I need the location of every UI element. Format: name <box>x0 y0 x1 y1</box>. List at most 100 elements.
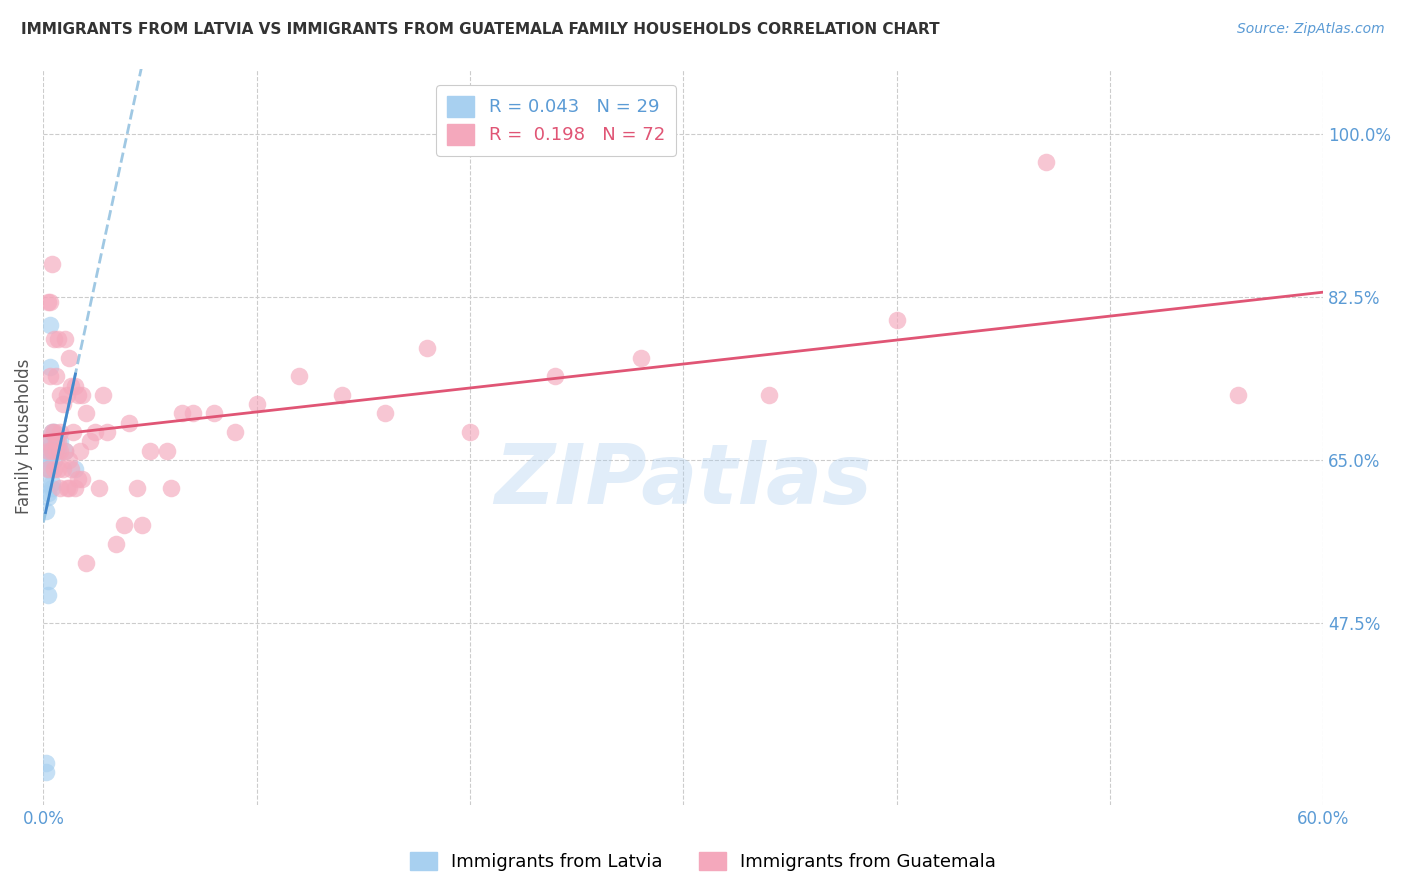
Point <box>42 462 65 476</box>
Point <box>34 504 56 518</box>
Point <box>46 332 69 346</box>
Point <box>41 425 63 439</box>
Point <box>49 481 72 495</box>
Point <box>104 537 127 551</box>
Point <box>70 472 93 486</box>
Point <box>41 443 63 458</box>
Point <box>91 388 114 402</box>
Y-axis label: Family Households: Family Households <box>15 359 32 515</box>
Point <box>65 378 87 392</box>
Point <box>1226 388 1249 402</box>
Point <box>38 369 60 384</box>
Point <box>170 407 193 421</box>
Point <box>41 443 63 458</box>
Point <box>56 388 79 402</box>
Point <box>96 425 118 439</box>
Point <box>38 434 60 449</box>
Point <box>58 351 80 365</box>
Point <box>37 574 59 589</box>
Point <box>53 443 76 458</box>
Point <box>246 397 269 411</box>
Point <box>53 443 76 458</box>
Point <box>458 425 481 439</box>
Point <box>37 491 59 505</box>
Point <box>41 425 63 439</box>
Point <box>45 434 67 449</box>
Point <box>288 369 311 384</box>
Point <box>75 556 97 570</box>
Point <box>83 425 105 439</box>
Point <box>38 443 60 458</box>
Point <box>46 443 69 458</box>
Point <box>42 453 65 467</box>
Point <box>37 449 59 463</box>
Point <box>37 588 59 602</box>
Point <box>886 313 908 327</box>
Point <box>42 332 65 346</box>
Point <box>53 332 76 346</box>
Point <box>181 407 204 421</box>
Point <box>49 425 72 439</box>
Point <box>60 462 83 476</box>
Point <box>58 481 80 495</box>
Point <box>118 416 141 430</box>
Point <box>37 443 59 458</box>
Point <box>41 443 63 458</box>
Point <box>42 425 65 439</box>
Point <box>79 434 101 449</box>
Point <box>630 351 652 365</box>
Point <box>49 388 72 402</box>
Point <box>46 462 69 476</box>
Point <box>65 481 87 495</box>
Point <box>52 397 75 411</box>
Point <box>34 756 56 771</box>
Point <box>1035 154 1057 169</box>
Point <box>49 443 72 458</box>
Point <box>65 462 87 476</box>
Point <box>330 388 353 402</box>
Point <box>52 462 75 476</box>
Point <box>38 439 60 453</box>
Point <box>374 407 396 421</box>
Point <box>544 369 567 384</box>
Point <box>37 462 59 476</box>
Point <box>127 481 149 495</box>
Point <box>34 434 56 449</box>
Point <box>37 462 59 476</box>
Point <box>41 257 63 271</box>
Text: ZIPatlas: ZIPatlas <box>495 441 872 522</box>
Point <box>38 359 60 374</box>
Point <box>41 481 63 495</box>
Point <box>56 481 79 495</box>
Point <box>202 407 225 421</box>
Point <box>38 462 60 476</box>
Point <box>114 518 136 533</box>
Point <box>70 388 93 402</box>
Point <box>224 425 246 439</box>
Point <box>66 388 89 402</box>
Point <box>38 318 60 332</box>
Point <box>139 443 162 458</box>
Point <box>45 369 67 384</box>
Point <box>66 472 89 486</box>
Legend: R = 0.043   N = 29, R =  0.198   N = 72: R = 0.043 N = 29, R = 0.198 N = 72 <box>436 85 676 155</box>
Point <box>60 378 83 392</box>
Point <box>156 443 179 458</box>
Point <box>75 407 97 421</box>
Point <box>42 425 65 439</box>
Point <box>160 481 183 495</box>
Point <box>758 388 780 402</box>
Text: Source: ZipAtlas.com: Source: ZipAtlas.com <box>1237 22 1385 37</box>
Point <box>38 294 60 309</box>
Point <box>37 485 59 500</box>
Point <box>87 481 110 495</box>
Point <box>58 453 80 467</box>
Point <box>46 434 69 449</box>
Point <box>131 518 153 533</box>
Point <box>45 443 67 458</box>
Point <box>34 476 56 491</box>
Point <box>69 443 91 458</box>
Point <box>41 476 63 491</box>
Point <box>34 765 56 780</box>
Point <box>38 453 60 467</box>
